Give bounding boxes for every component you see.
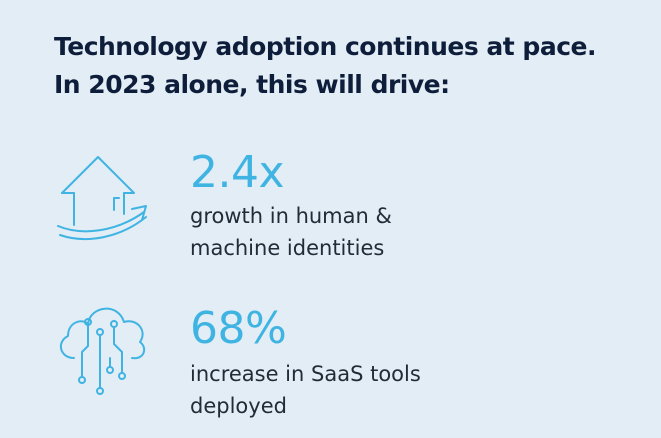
stat-desc-saas: increase in SaaS tools deployed (190, 358, 490, 422)
stat-desc-line: machine identities (190, 236, 385, 260)
stat-desc-line: growth in human & (190, 204, 392, 228)
house-arrow-icon (52, 152, 152, 247)
cloud-circuit-icon (52, 296, 152, 396)
stat-value-saas: 68% (190, 303, 287, 354)
stat-desc-identities: growth in human & machine identities (190, 200, 490, 264)
headline: Technology adoption continues at pace. I… (54, 28, 654, 104)
stat-desc-line: increase in SaaS tools (190, 362, 421, 386)
headline-line-2: In 2023 alone, this will drive: (54, 70, 450, 99)
headline-line-1: Technology adoption continues at pace. (54, 32, 596, 61)
stat-desc-line: deployed (190, 394, 287, 418)
stat-value-identities: 2.4x (190, 147, 285, 198)
